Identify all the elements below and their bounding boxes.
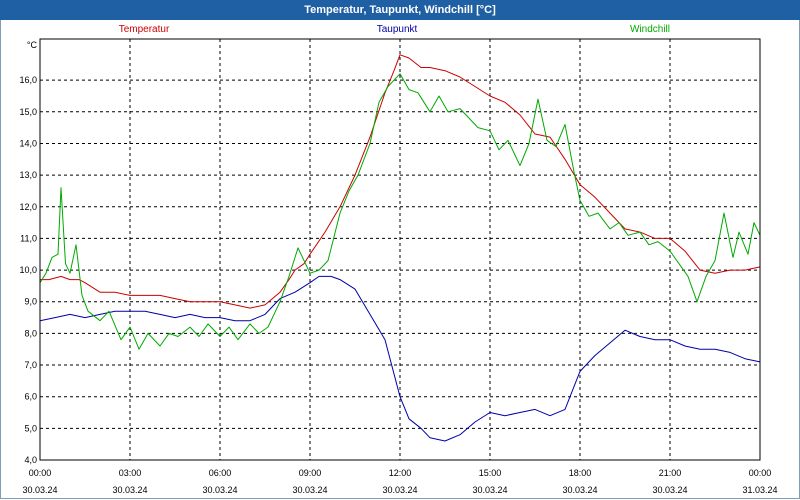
y-tick-label: 5,0 xyxy=(24,423,37,433)
legend-item-windchill: Windchill xyxy=(630,24,670,35)
series-line-taupunkt xyxy=(39,275,761,442)
series-line-windchill xyxy=(39,73,761,350)
y-tick-label: 15,0 xyxy=(19,107,37,117)
y-tick-label: 14,0 xyxy=(19,138,37,148)
x-tick-date: 30.03.24 xyxy=(382,485,417,495)
y-tick-label: 7,0 xyxy=(24,360,37,370)
x-tick-date: 30.03.24 xyxy=(652,485,687,495)
x-tick-date: 30.03.24 xyxy=(112,485,147,495)
legend: Temperatur Taupunkt Windchill xyxy=(119,24,670,35)
x-tick-time: 21:00 xyxy=(659,468,682,478)
y-tick-label: 4,0 xyxy=(24,455,37,465)
y-tick-label: 16,0 xyxy=(19,75,37,85)
x-tick-time: 00:00 xyxy=(29,468,52,478)
x-tick-date: 31.03.24 xyxy=(742,485,777,495)
y-tick-label: 6,0 xyxy=(24,392,37,402)
x-tick-time: 06:00 xyxy=(209,468,232,478)
series-lines xyxy=(39,54,761,442)
x-tick-time: 15:00 xyxy=(479,468,502,478)
x-tick-time: 09:00 xyxy=(299,468,322,478)
y-tick-label: 8,0 xyxy=(24,328,37,338)
x-tick-time: 12:00 xyxy=(389,468,412,478)
chart-window-title: Temperatur, Taupunkt, Windchill [°C] xyxy=(0,0,800,20)
plot-area-border xyxy=(39,38,761,461)
x-tick-time: 00:00 xyxy=(749,468,772,478)
window-title: Temperatur, Taupunkt, Windchill [°C] xyxy=(304,4,496,16)
y-axis-unit: °C xyxy=(27,40,38,50)
y-tick-label: 11,0 xyxy=(20,233,37,243)
x-tick-date: 30.03.24 xyxy=(562,485,597,495)
series-line-temperatur xyxy=(40,54,761,309)
legend-item-taupunkt: Taupunkt xyxy=(377,24,418,35)
grid-lines xyxy=(40,39,760,460)
x-tick-date: 30.03.24 xyxy=(22,485,57,495)
axis-tick-labels: 4,0 5,0 6,0 7,0 8,0 9,0 10,0 11,0 12,0 13,0 14,0 15… xyxy=(19,40,777,495)
x-tick-time: 03:00 xyxy=(119,468,142,478)
y-tick-label: 13,0 xyxy=(19,170,37,180)
y-tick-label: 10,0 xyxy=(19,265,37,275)
y-tick-label: 9,0 xyxy=(24,297,37,307)
x-tick-time: 18:00 xyxy=(569,468,592,478)
y-tick-label: 12,0 xyxy=(19,202,37,212)
x-tick-date: 30.03.24 xyxy=(202,485,237,495)
x-tick-date: 30.03.24 xyxy=(472,485,507,495)
legend-item-temperatur: Temperatur xyxy=(119,24,170,35)
x-tick-date: 30.03.24 xyxy=(292,485,327,495)
